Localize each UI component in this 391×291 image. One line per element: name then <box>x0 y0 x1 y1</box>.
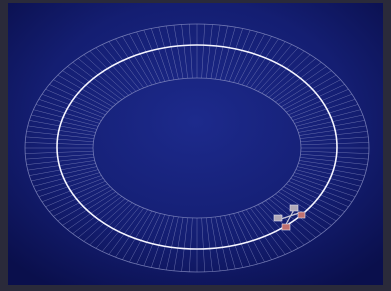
vehicle-part <box>274 215 282 221</box>
page: {} html, body { margin: 0; padding: 0; w… <box>0 0 391 291</box>
body: (() => { const data = JSON.parse(documen… <box>0 0 391 291</box>
vehicle-part <box>290 205 298 211</box>
vehicle-part <box>298 212 305 218</box>
viewport <box>0 0 391 291</box>
vehicle-part <box>282 224 290 230</box>
